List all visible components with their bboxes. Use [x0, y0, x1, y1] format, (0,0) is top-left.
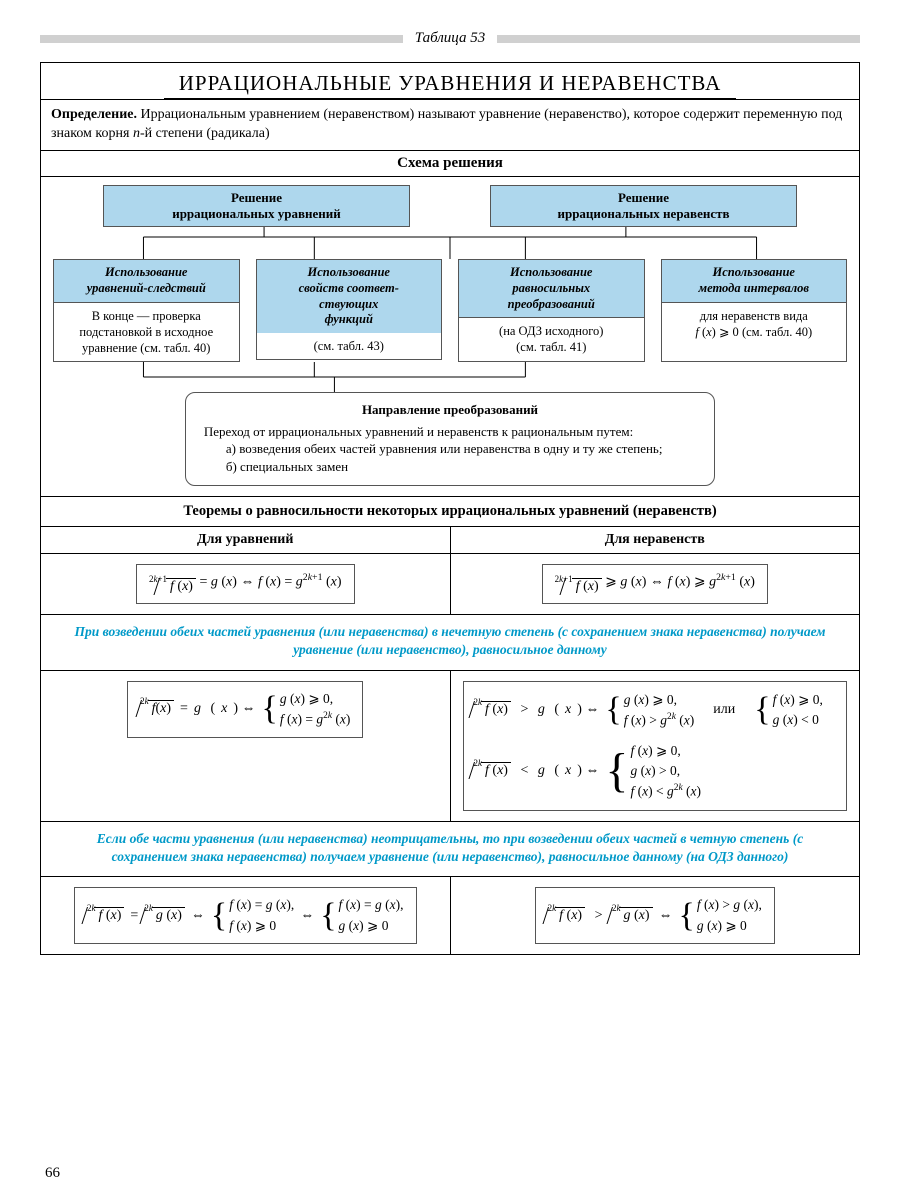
main-title: ИРРАЦИОНАЛЬНЫЕ УРАВНЕНИЯ И НЕРАВЕНСТВА — [41, 63, 859, 98]
main-table: ИРРАЦИОНАЛЬНЫЕ УРАВНЕНИЯ И НЕРАВЕНСТВА О… — [40, 62, 860, 955]
direction-title: Направление преобразований — [204, 401, 696, 419]
double-root-row: 2kf (x) = 2kg (x) ⇔ { f (x) = g (x), f (… — [41, 877, 859, 954]
header-box-inequalities: Решениеиррациональных неравенств — [490, 185, 797, 228]
top-bar-left — [40, 35, 403, 43]
formula-odd-eq: 2k+1f (x) = g (x) ⇔ f (x) = g2k+1 (x) — [136, 564, 355, 604]
double-root-eq: 2kf (x) = 2kg (x) ⇔ { f (x) = g (x), f (… — [41, 877, 451, 954]
direction-intro: Переход от иррациональных уравнений и не… — [204, 423, 696, 441]
theorems-title: Теоремы о равносильности некоторых иррац… — [41, 497, 859, 527]
note-odd-power: При возведении обеих частей уравнения (и… — [41, 614, 859, 670]
table-number: Таблица 53 — [403, 30, 497, 47]
method-functions-body: (см. табл. 43) — [257, 333, 442, 359]
col-head-eq: Для уравнений — [41, 527, 451, 553]
m4-post: (см. табл. 40) — [742, 325, 812, 339]
method-consequences-body: В конце — проверка подстановкой в исходн… — [54, 303, 239, 362]
formula-even-eq: 2kf(x) = g (x) ⇔ { g (x) ⩾ 0, f (x) = g2… — [127, 681, 363, 738]
note-even-power: Если обе части уравнения (или неравенств… — [41, 822, 859, 877]
method-functions-head: Использованиесвойств соответ-ствующихфун… — [257, 260, 442, 333]
m4-pre: для неравенств вида — [700, 309, 808, 323]
header-box-equations: Решениеиррациональных уравнений — [103, 185, 410, 228]
formula-double-eq: 2kf (x) = 2kg (x) ⇔ { f (x) = g (x), f (… — [74, 887, 417, 944]
scheme-row2: Использованиеуравнений-следствий В конце… — [53, 259, 847, 362]
definition-row: Определение. Иррациональным уравнением (… — [41, 99, 859, 150]
col-head-ineq: Для неравенств — [451, 527, 860, 553]
connectors-2 — [53, 362, 847, 392]
odd-root-eq: 2k+1f (x) = g (x) ⇔ f (x) = g2k+1 (x) — [41, 554, 451, 614]
method-consequences-head: Использованиеуравнений-следствий — [54, 260, 239, 302]
formula-double-ineq: 2kf (x) > 2kg (x) ⇔ { f (x) > g (x), g (… — [535, 887, 775, 944]
connectors-1 — [53, 227, 847, 259]
method-equivalent-body: (на ОДЗ исходного)(см. табл. 41) — [459, 318, 644, 361]
odd-root-row: 2k+1f (x) = g (x) ⇔ f (x) = g2k+1 (x) 2k… — [41, 554, 859, 614]
scheme-area: Решениеиррациональных уравнений Решениеи… — [41, 177, 859, 498]
definition-text: Иррациональным уравнением (неравенством)… — [51, 107, 842, 141]
method-equivalent-head: Использованиеравносильныхпреобразований — [459, 260, 644, 318]
even-root-ineq: 2kf (x) > g (x) ⇔ { g (x) ⩾ 0, f (x) > g… — [451, 671, 860, 821]
direction-box: Направление преобразований Переход от ир… — [185, 392, 715, 486]
method-intervals: Использованиеметода интервалов для нерав… — [661, 259, 848, 362]
top-bar-right — [497, 35, 860, 43]
scheme-row1: Решениеиррациональных уравнений Решениеи… — [53, 185, 847, 228]
scheme-title: Схема решения — [41, 150, 859, 177]
or-word: или — [713, 702, 735, 718]
odd-root-ineq: 2k+1f (x) ⩾ g (x) ⇔ f (x) ⩾ g2k+1 (x) — [451, 554, 860, 614]
method-intervals-body: для неравенств вида f (x) ⩾ 0 (см. табл.… — [662, 303, 847, 362]
method-consequences: Использованиеуравнений-следствий В конце… — [53, 259, 240, 362]
even-root-row: 2kf(x) = g (x) ⇔ { g (x) ⩾ 0, f (x) = g2… — [41, 671, 859, 822]
method-intervals-head: Использованиеметода интервалов — [662, 260, 847, 302]
method-equivalent: Использованиеравносильныхпреобразований … — [458, 259, 645, 362]
direction-a: а) возведения обеих частей уравнения или… — [204, 440, 696, 458]
method-functions: Использованиесвойств соответ-ствующихфун… — [256, 259, 443, 360]
definition-label: Определение. — [51, 107, 137, 122]
top-header: Таблица 53 — [40, 30, 860, 47]
formula-even-ineq: 2kf (x) > g (x) ⇔ { g (x) ⩾ 0, f (x) > g… — [463, 681, 848, 811]
double-root-ineq: 2kf (x) > 2kg (x) ⇔ { f (x) > g (x), g (… — [451, 877, 860, 954]
page-number: 66 — [45, 1165, 60, 1182]
direction-b: б) специальных замен — [204, 458, 696, 476]
page: Таблица 53 ИРРАЦИОНАЛЬНЫЕ УРАВНЕНИЯ И НЕ… — [0, 0, 900, 1200]
even-root-eq: 2kf(x) = g (x) ⇔ { g (x) ⩾ 0, f (x) = g2… — [41, 671, 451, 821]
theorem-col-heads: Для уравнений Для неравенств — [41, 527, 859, 554]
formula-odd-ineq: 2k+1f (x) ⩾ g (x) ⇔ f (x) ⩾ g2k+1 (x) — [542, 564, 768, 604]
